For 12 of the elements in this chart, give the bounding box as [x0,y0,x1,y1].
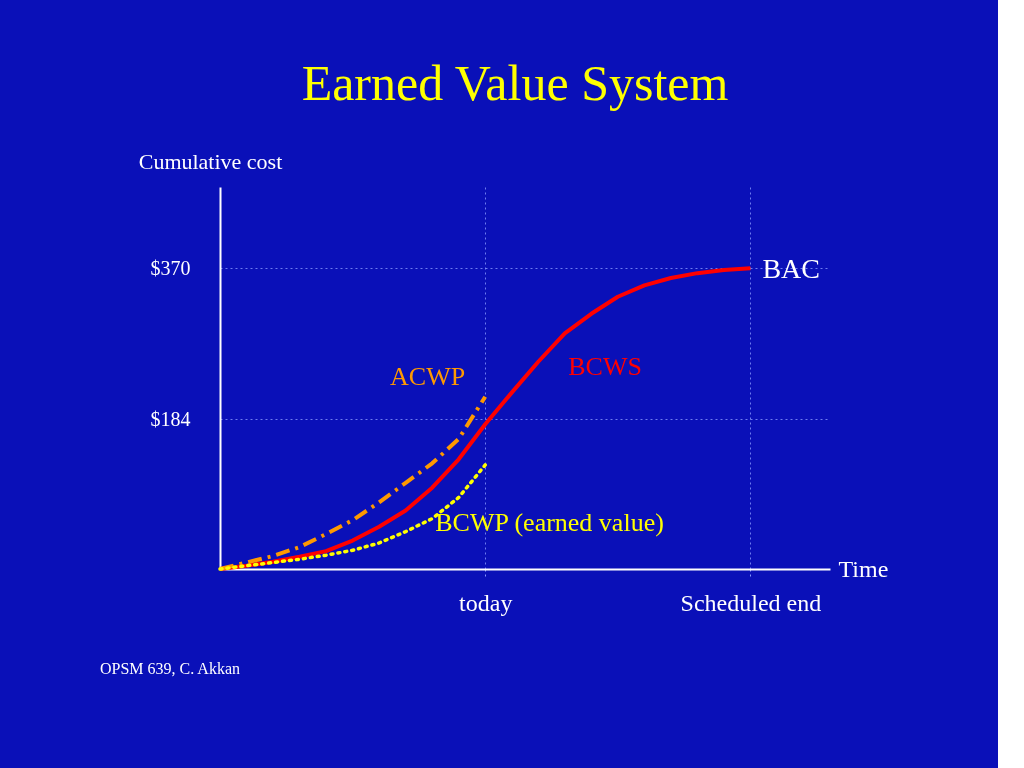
series-label: BCWP (earned value) [435,507,664,537]
chart-title: Earned Value System [301,55,729,111]
series-label: ACWP [390,361,466,391]
x-axis-title: Time [838,555,889,582]
series-label: BCWS [568,351,642,381]
y-tick-label: $370 [150,256,191,279]
annotation: BAC [762,253,821,285]
x-tick-label: Scheduled end [680,589,822,616]
y-axis-title: Cumulative cost [138,148,283,174]
x-tick-label: today [459,589,513,616]
y-tick-label: $184 [150,407,191,430]
text: OPSM 639, C. Akkan [100,660,241,677]
